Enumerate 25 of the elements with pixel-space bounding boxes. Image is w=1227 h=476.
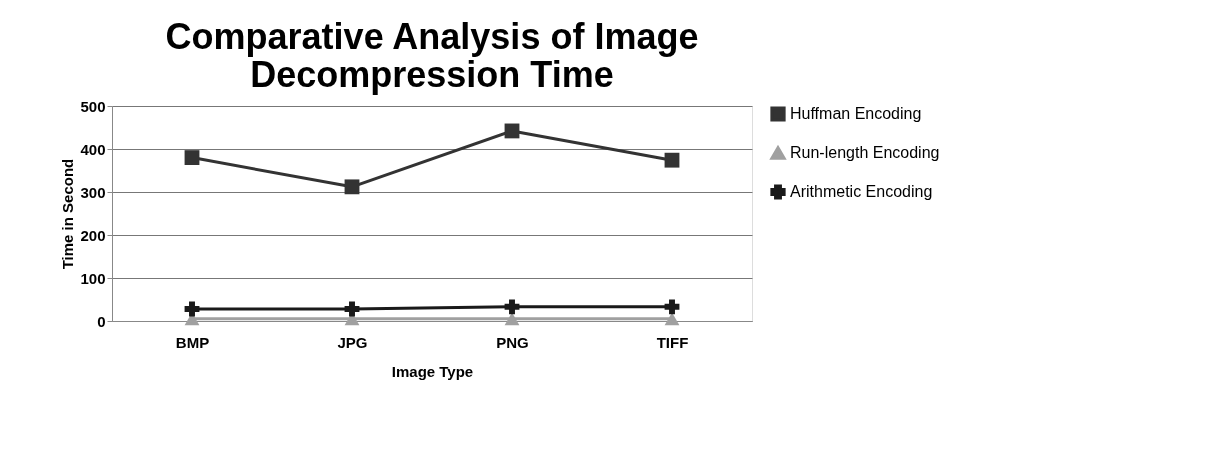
- legend-label: Huffman Encoding: [790, 105, 922, 122]
- chart-title: Comparative Analysis of Image Decompression Time: [165, 16, 699, 95]
- legend-label: Arithmetic Encoding: [790, 183, 933, 200]
- point: [344, 179, 360, 195]
- y-tick-label: 300: [80, 183, 106, 201]
- point: [344, 301, 360, 317]
- point: [664, 152, 680, 168]
- y-tick-label: 100: [80, 269, 106, 287]
- x-axis-title: Image Type: [391, 362, 474, 380]
- y-tick-label: 400: [80, 140, 106, 158]
- y-tick-label: 500: [80, 97, 106, 115]
- point: [184, 150, 200, 166]
- point: [184, 301, 200, 317]
- point: [504, 299, 520, 315]
- x-tick-label: TIFF: [656, 333, 689, 351]
- point: [664, 299, 680, 315]
- point: [504, 312, 520, 326]
- x-tick-label: JPG: [337, 333, 368, 351]
- y-axis-title: Time in Second: [59, 158, 77, 270]
- x-tick-label: PNG: [496, 333, 529, 351]
- y-tick-label: 0: [97, 312, 106, 330]
- y-tick-label: 200: [80, 226, 106, 244]
- legend-label: Run-length Encoding: [790, 144, 940, 161]
- point: [664, 312, 680, 326]
- x-tick-label: BMP: [175, 333, 210, 351]
